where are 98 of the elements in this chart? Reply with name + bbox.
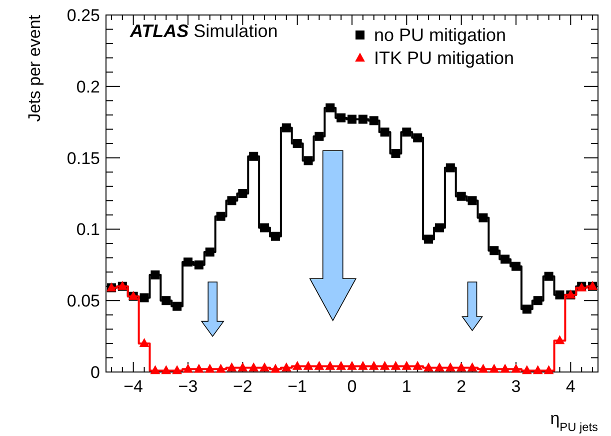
- point: [478, 213, 488, 222]
- point: [150, 270, 160, 280]
- y-tick-label: 0.25: [66, 6, 100, 25]
- x-tick-label: −1: [288, 377, 308, 396]
- point: [314, 132, 324, 141]
- point: [489, 364, 500, 373]
- point: [270, 232, 280, 241]
- x-tick-label: 1: [402, 377, 412, 396]
- point: [532, 365, 543, 374]
- point: [205, 248, 214, 257]
- point: [314, 360, 324, 370]
- point: [468, 196, 477, 206]
- point: [380, 360, 390, 370]
- point: [216, 364, 226, 373]
- point: [512, 262, 520, 271]
- point: [434, 223, 444, 232]
- point: [292, 139, 302, 148]
- point: [456, 192, 466, 201]
- point: [358, 360, 368, 370]
- x-tick-label: −4: [124, 377, 144, 396]
- point: [326, 103, 335, 112]
- point: [445, 362, 456, 372]
- point: [140, 293, 149, 302]
- point: [249, 152, 258, 161]
- point: [184, 258, 192, 267]
- point: [368, 360, 379, 370]
- point: [238, 362, 248, 372]
- point: [369, 116, 378, 126]
- point: [544, 365, 554, 374]
- legend-label: no PU mitigation: [374, 25, 506, 45]
- y-tick-label: 0.2: [76, 77, 100, 96]
- point: [446, 163, 455, 172]
- point: [172, 302, 182, 311]
- y-tick-label: 0.05: [66, 292, 100, 311]
- x-tick-label: −3: [178, 377, 198, 396]
- point: [402, 128, 412, 137]
- x-tick-label: 2: [456, 377, 466, 396]
- point: [555, 290, 564, 300]
- point: [347, 360, 357, 370]
- x-tick-label: 4: [566, 377, 576, 396]
- legend-label: ITK PU mitigation: [374, 48, 514, 68]
- point: [554, 335, 565, 344]
- point: [260, 362, 270, 372]
- point: [161, 365, 172, 374]
- point: [304, 156, 313, 166]
- point: [238, 189, 248, 198]
- point: [150, 365, 160, 374]
- point: [522, 304, 532, 314]
- point: [260, 223, 270, 232]
- point: [204, 364, 215, 373]
- point: [292, 360, 302, 370]
- point: [282, 123, 291, 132]
- point: [390, 360, 401, 370]
- point: [162, 296, 171, 306]
- point: [413, 133, 422, 142]
- y-axis-title: Jets per event: [25, 14, 44, 122]
- point: [402, 360, 412, 370]
- x-tick-label: −2: [232, 377, 252, 396]
- point: [424, 362, 434, 372]
- x-tick-label: 3: [511, 377, 521, 396]
- point: [391, 149, 400, 158]
- point: [456, 362, 466, 372]
- point: [434, 362, 444, 372]
- point: [424, 234, 434, 244]
- point: [336, 113, 346, 122]
- x-tick-label: 0: [347, 377, 357, 396]
- x-axis-title: η$_{PU jets}$: [550, 409, 598, 434]
- point: [183, 364, 193, 373]
- point: [281, 362, 292, 372]
- annotation: ATLAS Simulation: [129, 21, 278, 41]
- point: [139, 338, 150, 348]
- point: [172, 365, 182, 374]
- point: [467, 362, 478, 372]
- point: [248, 362, 259, 372]
- point: [490, 246, 499, 256]
- y-tick-label: 0.15: [66, 148, 100, 168]
- point: [336, 360, 346, 370]
- point: [544, 272, 554, 281]
- point: [194, 260, 204, 270]
- point: [412, 360, 423, 370]
- point: [358, 114, 368, 124]
- y-tick-label: 0.1: [76, 220, 100, 240]
- point: [380, 128, 390, 137]
- point: [227, 196, 236, 206]
- point: [478, 364, 488, 373]
- point: [348, 114, 356, 124]
- point: [194, 364, 204, 373]
- point: [216, 212, 226, 221]
- point: [511, 364, 521, 373]
- point: [303, 360, 314, 370]
- point: [270, 364, 280, 373]
- point: [522, 365, 532, 374]
- point: [500, 364, 510, 373]
- point: [533, 296, 542, 306]
- point: [325, 360, 336, 370]
- y-tick-label: 0: [90, 363, 100, 382]
- point: [226, 362, 237, 372]
- point: [500, 254, 510, 264]
